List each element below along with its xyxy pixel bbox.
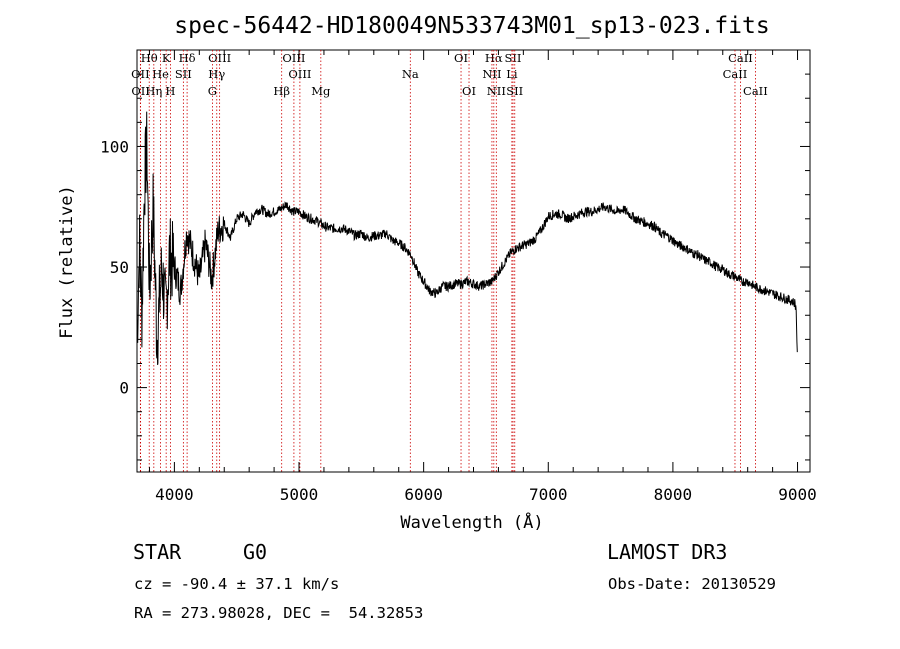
spectral-line-label: OIII — [208, 51, 231, 65]
spectral-line-label: NII — [487, 84, 506, 98]
chart-title: spec-56442-HD180049N533743M01_sp13-023.f… — [174, 13, 769, 39]
spectral-line-label: Na — [402, 67, 419, 81]
redshift-readout: cz = -90.4 ± 37.1 km/s — [134, 575, 340, 593]
spectral-line-label: G — [208, 84, 217, 98]
coordinates-readout: RA = 273.98028, DEC = 54.32853 — [134, 604, 424, 622]
x-tick-label: 8000 — [654, 485, 693, 504]
spectral-line-label: Hγ — [208, 67, 225, 81]
spectral-line-label: SII — [175, 67, 192, 81]
spectral-line-label: SII — [505, 51, 522, 65]
spectrum-series — [136, 111, 798, 365]
spectral-line-label: Hη — [145, 84, 162, 98]
object-subclass: G0 — [243, 540, 268, 564]
spectral-line-label: OI — [454, 51, 468, 65]
spectral-line-markers: HθKHδOIIIOIIIOIHαSIICaIIOIIHeSIIHγOIIINa… — [131, 50, 768, 472]
spectral-line-label: CaII — [728, 51, 753, 65]
plot-border — [136, 49, 811, 473]
x-tick-label: 9000 — [778, 485, 817, 504]
spectral-line-label: Li — [506, 67, 518, 81]
x-tick-label: 5000 — [280, 485, 319, 504]
x-axis-label: Wavelength (Å) — [400, 511, 543, 533]
spectral-line-label: K — [162, 51, 171, 65]
spectral-line-label: CaII — [743, 84, 768, 98]
spectral-line-label: Hβ — [273, 84, 290, 98]
y-tick-label: 100 — [100, 137, 129, 156]
object-class: STAR — [133, 540, 182, 564]
spectral-line-label: H — [165, 84, 175, 98]
spectral-line-label: NII — [482, 67, 501, 81]
spectral-line-label: OIII — [282, 51, 305, 65]
y-tick-label: 0 — [119, 379, 129, 398]
plot-frame — [136, 49, 811, 473]
spectrum-line — [136, 111, 798, 365]
spectral-line-label: OI — [462, 84, 476, 98]
spectral-line-label: He — [152, 67, 169, 81]
spectral-line-label: Hα — [485, 51, 503, 65]
x-tick-label: 4000 — [155, 485, 194, 504]
survey-name: LAMOST DR3 — [607, 540, 728, 564]
spectral-line-label: Mg — [311, 84, 331, 98]
observation-date: Obs-Date: 20130529 — [608, 575, 776, 593]
y-tick-label: 50 — [110, 258, 129, 277]
y-axis-label: Flux (relative) — [57, 185, 77, 339]
axis-ticks: 4000 5000 6000 7000 8000 9000 0 50 100 — [100, 50, 817, 504]
x-tick-label: 7000 — [529, 485, 568, 504]
spectral-line-label: OII — [131, 84, 150, 98]
x-tick-label: 6000 — [404, 485, 443, 504]
spectral-line-label: CaII — [723, 67, 748, 81]
spectral-line-label: Hδ — [179, 51, 196, 65]
spectral-line-label: OIII — [288, 67, 311, 81]
spectral-line-label: SII — [506, 84, 523, 98]
